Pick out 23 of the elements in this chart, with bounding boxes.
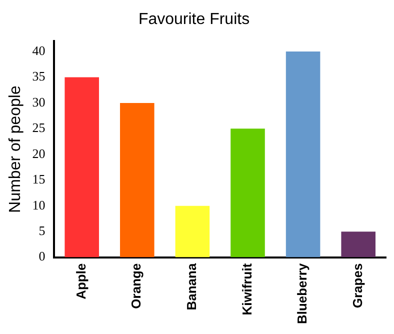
bar xyxy=(175,206,210,258)
x-tick-label: Orange xyxy=(128,263,144,309)
bar xyxy=(64,77,99,258)
bar xyxy=(120,102,154,258)
y-tick-label: 40 xyxy=(32,42,46,58)
bar xyxy=(286,51,320,258)
y-tick-label: 20 xyxy=(32,146,46,161)
y-tick-label: 15 xyxy=(32,172,46,187)
y-tick-label: 30 xyxy=(32,94,46,110)
y-tick-label: 5 xyxy=(38,223,46,238)
x-tick-label: Grapes xyxy=(350,263,365,308)
chart-title: Favourite Fruits xyxy=(138,11,250,28)
bar xyxy=(341,232,376,258)
x-tick-label: Kiwifruit xyxy=(239,262,254,316)
x-tick-label: Banana xyxy=(184,262,200,310)
y-tick-label: 10 xyxy=(32,197,46,212)
x-tick-label: Apple xyxy=(73,263,88,300)
bar xyxy=(230,128,265,258)
y-tick-label: 25 xyxy=(32,120,46,136)
y-axis-title: Number of people xyxy=(7,86,24,213)
x-tick-label: Blueberry xyxy=(294,262,310,324)
y-tick-label: 0 xyxy=(38,248,46,264)
y-tick-label: 35 xyxy=(32,68,46,84)
